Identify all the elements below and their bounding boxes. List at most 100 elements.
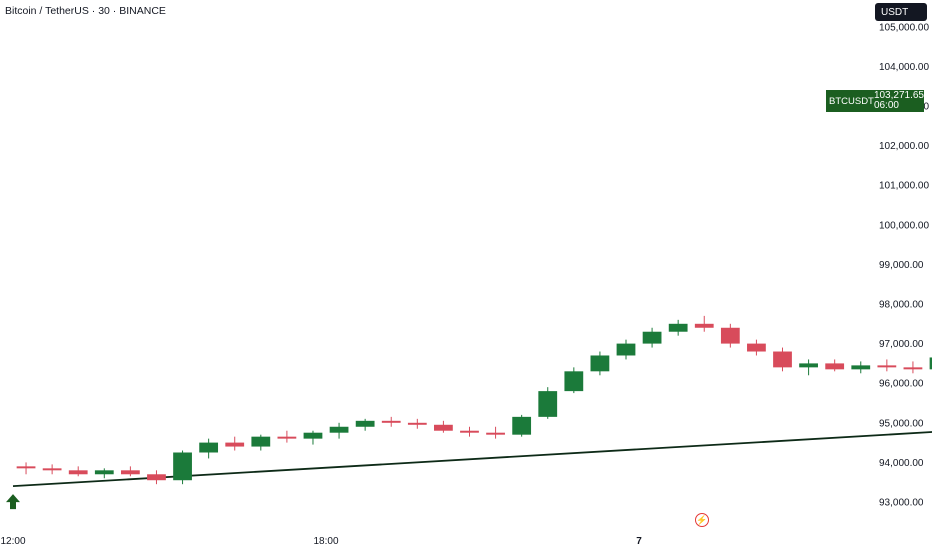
interval-label: 30 — [98, 5, 110, 17]
candle-body — [225, 442, 245, 447]
y-tick-label: 101,000.00 — [879, 181, 929, 192]
candle — [851, 361, 871, 374]
candle-body — [825, 363, 845, 370]
candle-body — [147, 474, 166, 481]
currency-badge[interactable]: USDT — [875, 3, 927, 21]
candle — [355, 418, 375, 431]
x-tick-label: 7 — [636, 536, 642, 547]
y-tick-label: 94,000.00 — [879, 458, 924, 469]
title-separator: · — [109, 5, 120, 17]
candle-body — [799, 363, 818, 368]
candle-body — [407, 422, 427, 425]
candle — [329, 422, 349, 439]
candle — [68, 466, 88, 477]
candle-body — [251, 436, 271, 447]
candle — [616, 339, 636, 360]
candle-body — [877, 365, 897, 368]
candle-body — [773, 351, 792, 368]
time-axis[interactable]: 12:0018:00706:0012:0018:00806:0012:0018:… — [0, 536, 932, 547]
candle-body — [929, 357, 932, 370]
title-separator: · — [88, 5, 99, 17]
candle-body — [355, 420, 375, 427]
candle — [173, 450, 192, 485]
candle-body — [851, 365, 871, 370]
y-tick-label: 99,000.00 — [879, 260, 924, 271]
trendline-line[interactable] — [12, 191, 932, 488]
candle — [120, 466, 140, 477]
candle — [877, 359, 897, 372]
candle-body — [694, 323, 714, 328]
y-tick-label: 96,000.00 — [879, 379, 924, 390]
candle-body — [564, 371, 584, 392]
candle-body — [303, 432, 323, 439]
candle-body — [903, 367, 923, 370]
candle — [381, 416, 401, 427]
price-badge-price: 103,271.65 — [873, 90, 924, 101]
y-tick-label: 98,000.00 — [879, 300, 924, 311]
candle — [225, 436, 245, 451]
candle-body — [486, 432, 505, 435]
candle-body — [173, 452, 192, 481]
candle-body — [642, 331, 662, 344]
price-badge-countdown: 06:00 — [873, 100, 899, 111]
y-tick-label: 102,000.00 — [879, 141, 929, 152]
candle-body — [434, 424, 453, 431]
trendline[interactable] — [12, 191, 932, 488]
candle — [903, 361, 923, 374]
candle-body — [381, 420, 401, 423]
candle — [94, 468, 114, 479]
symbol-name: Bitcoin / TetherUS — [5, 5, 89, 17]
candle — [486, 426, 505, 439]
candle-body — [199, 442, 219, 453]
candle-body — [720, 327, 740, 344]
candle-body — [94, 470, 114, 475]
y-tick-label: 95,000.00 — [879, 418, 924, 429]
candle — [147, 470, 166, 485]
y-tick-label: 100,000.00 — [879, 220, 929, 231]
arrow-up-icon — [6, 494, 20, 510]
y-tick-label: 93,000.00 — [879, 498, 924, 509]
candle-body — [538, 391, 558, 417]
y-tick-label: 105,000.00 — [879, 22, 929, 33]
candle — [407, 418, 427, 429]
candle — [799, 359, 818, 376]
candle-body — [329, 426, 349, 433]
candle-body — [42, 468, 62, 471]
candle-body — [590, 355, 610, 372]
candle — [199, 438, 219, 459]
candle-body — [512, 416, 532, 435]
candle — [16, 462, 36, 475]
x-tick-label: 18:00 — [314, 536, 339, 547]
last-price-badge: BTCUSDT 103,271.65 06:00 — [826, 90, 924, 112]
candle — [642, 327, 662, 348]
x-tick-label: 12:00 — [0, 536, 25, 547]
candle-body — [68, 470, 88, 475]
lightning-icon[interactable]: ⚡ — [695, 513, 709, 527]
candle — [512, 414, 532, 437]
candle — [668, 319, 688, 336]
price-badge-symbol: BTCUSDT — [829, 95, 874, 107]
markers-group — [6, 494, 20, 510]
candle — [773, 347, 792, 372]
candle-body — [16, 466, 36, 469]
candle — [251, 434, 271, 451]
candle-body — [616, 343, 636, 356]
candle-body — [460, 430, 479, 433]
y-tick-label: 97,000.00 — [879, 339, 924, 350]
candle — [460, 426, 479, 437]
chart-title: Bitcoin / TetherUS · 30 · BINANCE — [5, 5, 166, 17]
candle-body — [277, 436, 297, 439]
candle-body — [120, 470, 140, 475]
candle — [825, 359, 845, 372]
candle — [564, 367, 584, 394]
candle — [694, 315, 714, 332]
candle — [42, 464, 62, 475]
candle — [590, 351, 610, 376]
candle — [434, 420, 453, 433]
candle — [747, 339, 766, 356]
candle — [303, 430, 323, 445]
candle-body — [747, 343, 766, 352]
candle-body — [668, 323, 688, 332]
candle — [720, 323, 740, 348]
